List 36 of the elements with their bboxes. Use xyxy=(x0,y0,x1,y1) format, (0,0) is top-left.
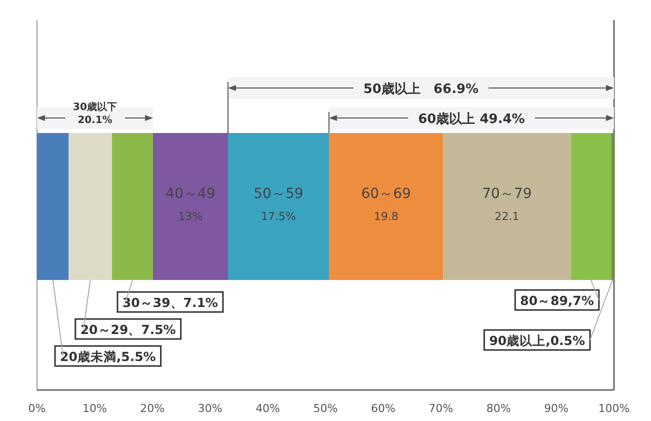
band-label: 30歳以下 20.1% xyxy=(73,101,117,126)
bar xyxy=(443,133,571,280)
text: 90歳以上,0.5% xyxy=(489,333,585,348)
bar xyxy=(328,133,444,280)
x-tick-label: 90% xyxy=(544,402,569,415)
series-label: 40～49 xyxy=(166,186,216,202)
text: 20～29、7.5% xyxy=(80,322,176,337)
data-label: 13% xyxy=(178,210,203,223)
text: 80～89,7% xyxy=(520,293,594,308)
text: 30～39、7.1% xyxy=(122,295,218,310)
series-label: 60～69 xyxy=(361,186,411,202)
x-tick-label: 80% xyxy=(486,402,511,415)
text: 20歳未満,5.5% xyxy=(60,349,156,364)
bar xyxy=(228,133,329,280)
x-tick-label: 30% xyxy=(198,402,222,415)
x-tick-label: 70% xyxy=(428,402,454,415)
series-label: 70～79 xyxy=(482,186,532,202)
data-label: 19.8 xyxy=(374,210,398,223)
series-label: 50～59 xyxy=(254,186,304,202)
x-tick-label: 100% xyxy=(598,402,630,415)
band-label: 60歳以上 49.4% xyxy=(418,112,525,127)
x-tick-label: 50% xyxy=(313,402,338,415)
bar xyxy=(611,133,614,280)
bar xyxy=(152,133,228,280)
data-label: 17.5% xyxy=(261,210,296,223)
bar xyxy=(68,133,112,280)
bar xyxy=(570,133,612,280)
bar xyxy=(112,133,153,280)
band-label: 50歳以上 66.9% xyxy=(363,82,479,97)
x-tick-label: 0% xyxy=(28,402,46,415)
x-tick-label: 40% xyxy=(256,402,280,415)
x-tick-label: 60% xyxy=(370,402,396,415)
x-tick-label: 10% xyxy=(82,402,107,415)
bar xyxy=(37,133,69,280)
data-label: 22.1 xyxy=(494,210,520,223)
x-tick-label: 20% xyxy=(140,402,165,415)
